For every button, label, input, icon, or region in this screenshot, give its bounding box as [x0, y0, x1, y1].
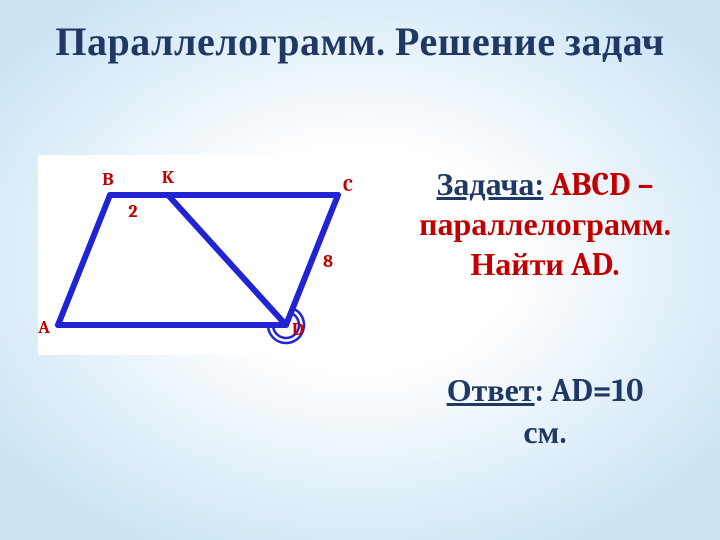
svg-text:D: D [292, 319, 304, 340]
answer-line-1: Ответ: AD=10 [395, 370, 695, 412]
answer-rest: : AD=10 [535, 372, 644, 409]
geometry-diagram: A B K C D 2 8 [38, 155, 368, 355]
answer-line-2: см. [395, 412, 695, 454]
svg-text:8: 8 [323, 251, 333, 272]
parallelogram-svg: A B K C D 2 8 [38, 155, 368, 355]
svg-text:B: B [102, 169, 113, 190]
slide-title: Параллелограмм. Решение задач [0, 18, 720, 65]
answer-block: Ответ: AD=10 см. [395, 370, 695, 453]
task-block: Задача: ABCD – параллелограмм. Найти AD. [395, 165, 695, 285]
task-label: Задача: [437, 166, 544, 203]
task-line-3: Найти AD. [395, 245, 695, 285]
task-line-1: Задача: ABCD – [395, 165, 695, 205]
task-line-1-rest: ABCD – [543, 166, 653, 203]
svg-text:C: C [343, 175, 353, 196]
task-line-2: параллелограмм. [395, 205, 695, 245]
svg-text:2: 2 [128, 201, 137, 222]
slide: Параллелограмм. Решение задач A B K C D 2 8 За… [0, 0, 720, 540]
svg-text:K: K [162, 167, 175, 188]
answer-label: Ответ [447, 372, 535, 409]
svg-text:A: A [38, 317, 50, 338]
